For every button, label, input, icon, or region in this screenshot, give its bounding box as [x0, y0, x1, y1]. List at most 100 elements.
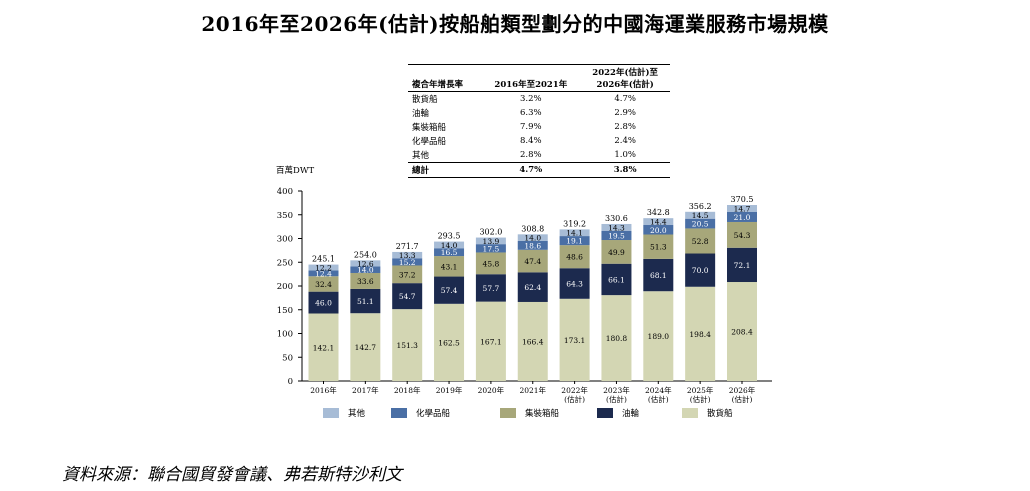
cagr-row-value2: 4.7%: [614, 94, 636, 104]
bar-segment: [350, 288, 381, 314]
bar-segment: [727, 247, 757, 283]
bar-value-label: 14.0: [357, 266, 374, 275]
x-tick-label: 2020年: [478, 385, 505, 395]
bar-value-label: 68.1: [650, 271, 667, 280]
x-tick-label: 2016年: [310, 385, 337, 395]
bar-value-label: 14.3: [608, 223, 625, 232]
cagr-row-label: 其他: [412, 151, 430, 161]
bar-value-label: 66.1: [608, 275, 625, 284]
cagr-row-label: 化學品船: [412, 137, 447, 147]
bar-value-label: 16.5: [441, 248, 458, 257]
bar-value-label: 15.2: [399, 258, 416, 267]
bar-segment: [643, 258, 674, 292]
bar-value-label: 52.8: [692, 237, 709, 246]
bar-value-label: 19.5: [608, 231, 625, 240]
bar-value-label: 51.3: [650, 243, 667, 252]
x-tick-label: 2025年: [687, 385, 714, 395]
bar-segment: [308, 313, 339, 381]
bar-value-label: 54.7: [399, 292, 416, 301]
bar-total-label: 293.5: [438, 232, 461, 241]
bar-segment: [350, 272, 381, 289]
bar-value-label: 166.4: [522, 337, 544, 346]
bar-value-label: 13.3: [399, 251, 416, 260]
y-axis-label: 百萬DWT: [276, 165, 315, 176]
bar-segment: [559, 268, 590, 299]
bar-segment: [392, 258, 423, 266]
cagr-table: 複合年增長率 2016年至2021年 2022年(估計)至 2026年(估計) …: [408, 64, 670, 178]
bar-segment: [392, 251, 423, 259]
bar-segment: [517, 240, 548, 250]
bar-segment: [685, 228, 716, 254]
bar-value-label: 14.5: [692, 211, 709, 220]
cagr-header-period2: 2022年(估計)至 2026年(估計): [580, 64, 670, 92]
bar-segment: [517, 272, 548, 302]
bar-segment: [601, 230, 632, 241]
bar-segment: [475, 252, 506, 275]
cagr-header-row: 複合年增長率 2016年至2021年 2022年(估計)至 2026年(估計): [408, 64, 670, 92]
y-tick-label: 50: [282, 353, 293, 363]
cagr-row-label: 集裝箱船: [412, 123, 447, 133]
bar-segment: [392, 283, 423, 310]
bar-value-label: 167.1: [480, 337, 501, 346]
cagr-row: 集裝箱船 7.9% 2.8%: [408, 120, 670, 134]
bar-value-label: 32.4: [315, 280, 332, 289]
bar-segment: [308, 270, 339, 277]
cagr-row-value2: 2.4%: [614, 136, 636, 146]
bar-value-label: 17.5: [483, 244, 500, 253]
bar-segment: [350, 266, 381, 273]
bar-segment: [685, 253, 716, 287]
bar-segment: [517, 249, 548, 273]
bar-segment: [475, 301, 506, 381]
bar-segment: [643, 225, 674, 235]
bar-segment: [559, 236, 590, 246]
bar-segment: [475, 244, 506, 253]
bar-segment: [517, 234, 548, 241]
legend-label: 化學品船: [416, 408, 451, 419]
x-tick-label: (估計): [648, 394, 669, 404]
bar-segment: [727, 211, 757, 222]
legend-label: 集裝箱船: [525, 408, 560, 419]
cagr-total-row: 總計 4.7% 3.8%: [408, 162, 670, 178]
bar-segment: [643, 291, 674, 381]
bar-segment: [350, 313, 381, 381]
cagr-row-value1: 8.4%: [520, 136, 542, 146]
bar-value-label: 45.8: [483, 259, 500, 268]
cagr-total-value1: 4.7%: [481, 162, 581, 178]
bar-value-label: 14.0: [524, 234, 541, 243]
cagr-row-value2: 2.8%: [614, 122, 636, 132]
bar-value-label: 47.4: [524, 257, 541, 266]
bar-segment: [434, 248, 465, 257]
bar-total-label: 254.0: [354, 250, 377, 259]
x-tick-label: 2019年: [436, 385, 463, 395]
bar-segment: [685, 218, 716, 229]
bar-value-label: 162.5: [438, 338, 460, 347]
source-note: 資料來源：聯合國貿發會議、弗若斯特沙利文: [62, 465, 402, 485]
x-tick-label: 2022年: [561, 385, 588, 395]
x-tick-label: 2024年: [645, 385, 672, 395]
x-tick-label: 2023年: [603, 385, 630, 395]
bar-total-label: 302.0: [479, 228, 502, 237]
bar-value-label: 46.0: [315, 299, 332, 308]
bar-value-label: 180.8: [606, 334, 628, 343]
bar-segment: [685, 286, 716, 381]
bar-total-label: 356.2: [689, 202, 712, 211]
bar-segment: [601, 223, 632, 231]
bar-total-label: 370.5: [731, 195, 754, 204]
bar-total-label: 271.7: [396, 242, 419, 251]
bar-segment: [727, 205, 757, 212]
bar-segment: [601, 295, 632, 381]
legend-swatch: [597, 408, 613, 418]
bar-segment: [685, 211, 716, 219]
cagr-total-value2: 3.8%: [580, 162, 670, 178]
x-tick-label: 2026年: [729, 385, 756, 395]
bar-value-label: 12.2: [315, 263, 332, 272]
bar-segment: [350, 260, 381, 267]
bar-segment: [643, 234, 674, 259]
bar-value-label: 12.4: [315, 269, 332, 278]
bar-value-label: 198.4: [689, 330, 711, 339]
y-tick-label: 100: [277, 330, 293, 340]
bar-value-label: 21.0: [734, 213, 751, 222]
bar-value-label: 14.0: [441, 241, 458, 250]
cagr-row: 其他 2.8% 1.0%: [408, 148, 670, 163]
cagr-header-period1: 2016年至2021年: [481, 64, 581, 92]
